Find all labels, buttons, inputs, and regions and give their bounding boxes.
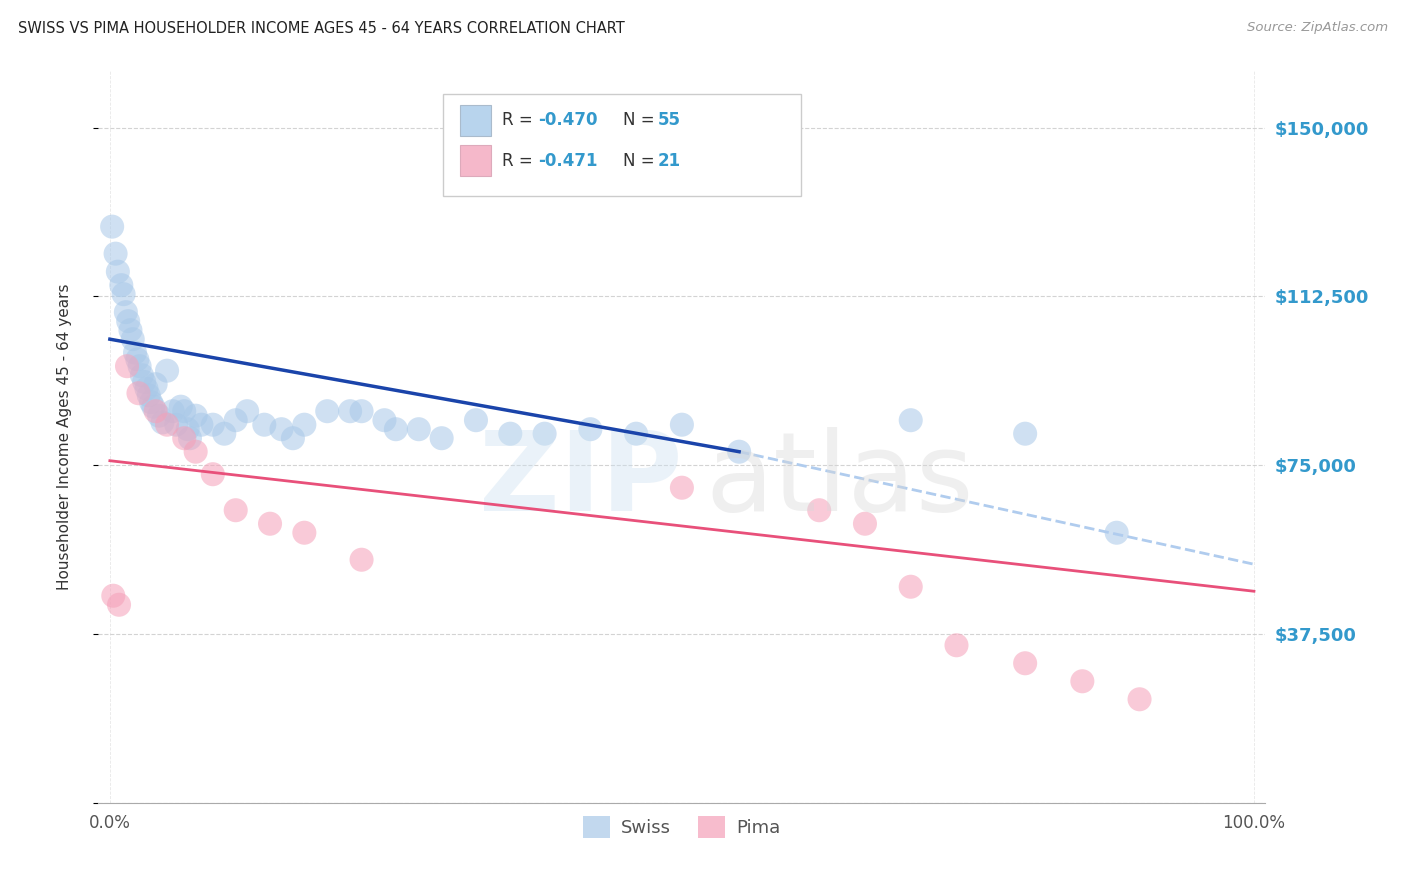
Point [110,278,132,293]
Point [134,375,156,389]
Point [214,426,236,441]
Point [152,416,174,430]
Point [184,444,207,458]
Point [104,246,127,260]
Point [190,417,212,432]
Point [179,431,201,445]
Point [156,417,179,432]
Point [107,265,129,279]
Point [945,638,967,652]
Text: 21: 21 [658,152,681,169]
Point [112,287,135,301]
Text: R =: R = [502,152,538,169]
Text: ZIP: ZIP [478,427,682,534]
Point [120,323,142,337]
Point [173,404,195,418]
Point [579,422,602,436]
Point [201,467,224,482]
Point [270,422,292,436]
Point [281,431,304,445]
Point [236,404,259,418]
Point [121,332,143,346]
Point [1014,657,1036,671]
Point [127,386,149,401]
Point [162,404,184,418]
Point [465,413,488,427]
Text: R =: R = [502,112,538,129]
Point [173,431,195,445]
Point [142,400,165,414]
Point [184,409,207,423]
Point [350,404,373,418]
Text: -0.470: -0.470 [538,112,598,129]
Point [170,400,193,414]
Point [853,516,876,531]
Point [165,417,187,432]
Point [176,422,198,436]
Point [499,426,522,441]
Point [148,409,170,423]
Point [145,377,167,392]
Point [533,426,555,441]
Text: -0.471: -0.471 [538,152,598,169]
Point [1128,692,1150,706]
Point [117,314,139,328]
Point [339,404,361,418]
Text: N =: N = [623,152,659,169]
Legend: Swiss, Pima: Swiss, Pima [576,808,787,845]
Point [1014,426,1036,441]
Point [624,426,647,441]
Point [135,382,157,396]
Point [1071,674,1094,689]
Point [139,395,162,409]
Point [201,417,224,432]
Point [253,417,276,432]
Point [225,413,247,427]
Point [385,422,408,436]
Point [373,413,395,427]
Point [108,598,131,612]
Point [316,404,339,418]
Point [350,553,373,567]
Text: atlas: atlas [706,427,974,534]
Point [145,404,167,418]
Point [138,388,160,402]
Point [259,516,281,531]
Text: Source: ZipAtlas.com: Source: ZipAtlas.com [1247,21,1388,34]
Point [103,589,125,603]
Point [131,368,153,383]
Point [127,352,149,367]
Point [292,525,315,540]
Point [292,417,315,432]
Point [101,219,124,234]
Point [128,359,150,374]
Point [115,305,138,319]
Point [900,580,922,594]
Point [408,422,430,436]
Point [156,364,179,378]
Point [900,413,922,427]
Point [430,431,453,445]
Y-axis label: Householder Income Ages 45 - 64 years: Householder Income Ages 45 - 64 years [58,284,72,591]
Point [808,503,831,517]
Point [728,444,751,458]
Point [124,345,146,359]
Text: 55: 55 [658,112,681,129]
Text: SWISS VS PIMA HOUSEHOLDER INCOME AGES 45 - 64 YEARS CORRELATION CHART: SWISS VS PIMA HOUSEHOLDER INCOME AGES 45… [18,21,626,36]
Point [671,481,693,495]
Text: N =: N = [623,112,659,129]
Point [225,503,247,517]
Point [1105,525,1128,540]
Point [115,359,138,374]
Point [671,417,693,432]
